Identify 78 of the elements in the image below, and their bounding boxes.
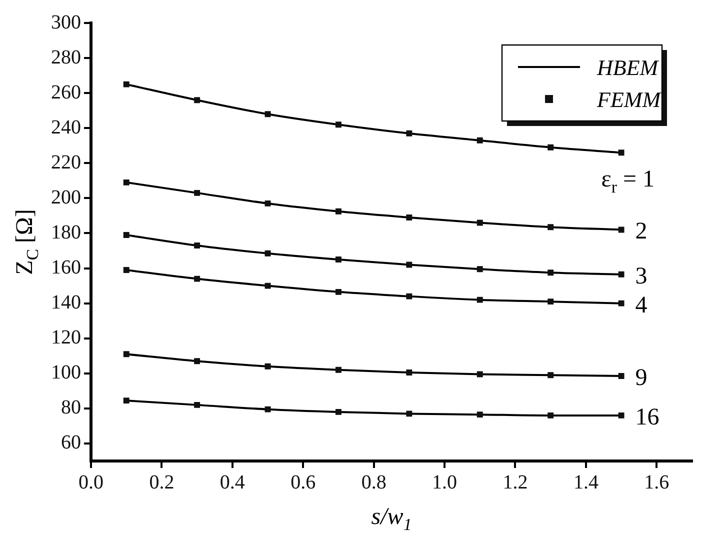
annotation: 4 [635, 292, 648, 318]
point [406, 130, 412, 136]
point [476, 220, 483, 226]
point [194, 358, 200, 364]
point [618, 300, 624, 306]
x-tick-label: 0.4 [220, 471, 245, 494]
point [194, 402, 200, 408]
point [548, 144, 554, 150]
point [406, 370, 412, 376]
point [406, 293, 412, 300]
point [618, 271, 624, 278]
point [194, 276, 200, 282]
x-tick-label: 1.6 [644, 471, 670, 494]
x-tick-label: 0.2 [149, 471, 174, 494]
point [548, 298, 554, 305]
point [618, 150, 624, 156]
annotation: 2 [635, 218, 648, 245]
point [476, 296, 483, 303]
point [123, 398, 130, 404]
annotation: 9 [635, 365, 648, 392]
point [335, 256, 342, 262]
x-tick-label: 1.2 [502, 471, 528, 494]
point [476, 371, 483, 378]
y-tick-label: 180 [51, 221, 81, 244]
point [618, 412, 624, 418]
y-tick-label: 220 [51, 151, 81, 174]
point [264, 406, 271, 412]
y-tick-label: 280 [51, 46, 81, 68]
legend-label: HBEM [596, 55, 660, 80]
point [194, 97, 200, 104]
point [548, 412, 554, 418]
y-tick-label: 260 [51, 81, 81, 104]
y-tick-label: 100 [51, 362, 81, 384]
y-tick-label: 200 [51, 186, 81, 208]
point [194, 242, 200, 248]
point [406, 410, 412, 417]
x-tick-label: 1.4 [573, 471, 598, 494]
point [476, 266, 483, 272]
point [335, 122, 342, 128]
point [476, 412, 483, 418]
y-tick-label: 60 [61, 432, 81, 454]
point [335, 366, 342, 373]
x-tick-label: 0.8 [361, 471, 386, 494]
point [476, 137, 483, 144]
point [406, 262, 412, 268]
point [123, 267, 130, 274]
point [548, 372, 554, 378]
y-tick-label: 160 [51, 256, 81, 279]
x-tick-label: 0.6 [290, 471, 316, 494]
point [618, 373, 624, 380]
point [194, 190, 200, 196]
point [264, 282, 271, 289]
y-tick-label: 300 [51, 11, 81, 34]
y-tick-label: 80 [61, 396, 81, 419]
point [264, 111, 271, 118]
annotation: 3 [635, 263, 648, 290]
annotation: 16 [635, 404, 660, 430]
y-tick-label: 140 [51, 292, 81, 314]
point [264, 250, 271, 256]
y-tick-label: 120 [51, 326, 81, 349]
point [335, 288, 342, 295]
point [123, 179, 130, 186]
x-tick-label: 0.0 [78, 471, 104, 494]
point [406, 214, 412, 220]
y-tick-label: 240 [51, 116, 81, 138]
y-axis-title: ZC [Ω] [12, 209, 42, 275]
point [123, 81, 130, 88]
x-tick-label: 1.0 [432, 471, 458, 494]
point [264, 363, 271, 370]
point [618, 226, 624, 233]
point [335, 408, 342, 415]
point [335, 208, 342, 214]
legend-label: FEMM [596, 87, 662, 112]
point [264, 200, 271, 206]
point [548, 270, 554, 276]
point [123, 351, 130, 358]
point [548, 224, 554, 230]
point [123, 232, 130, 238]
